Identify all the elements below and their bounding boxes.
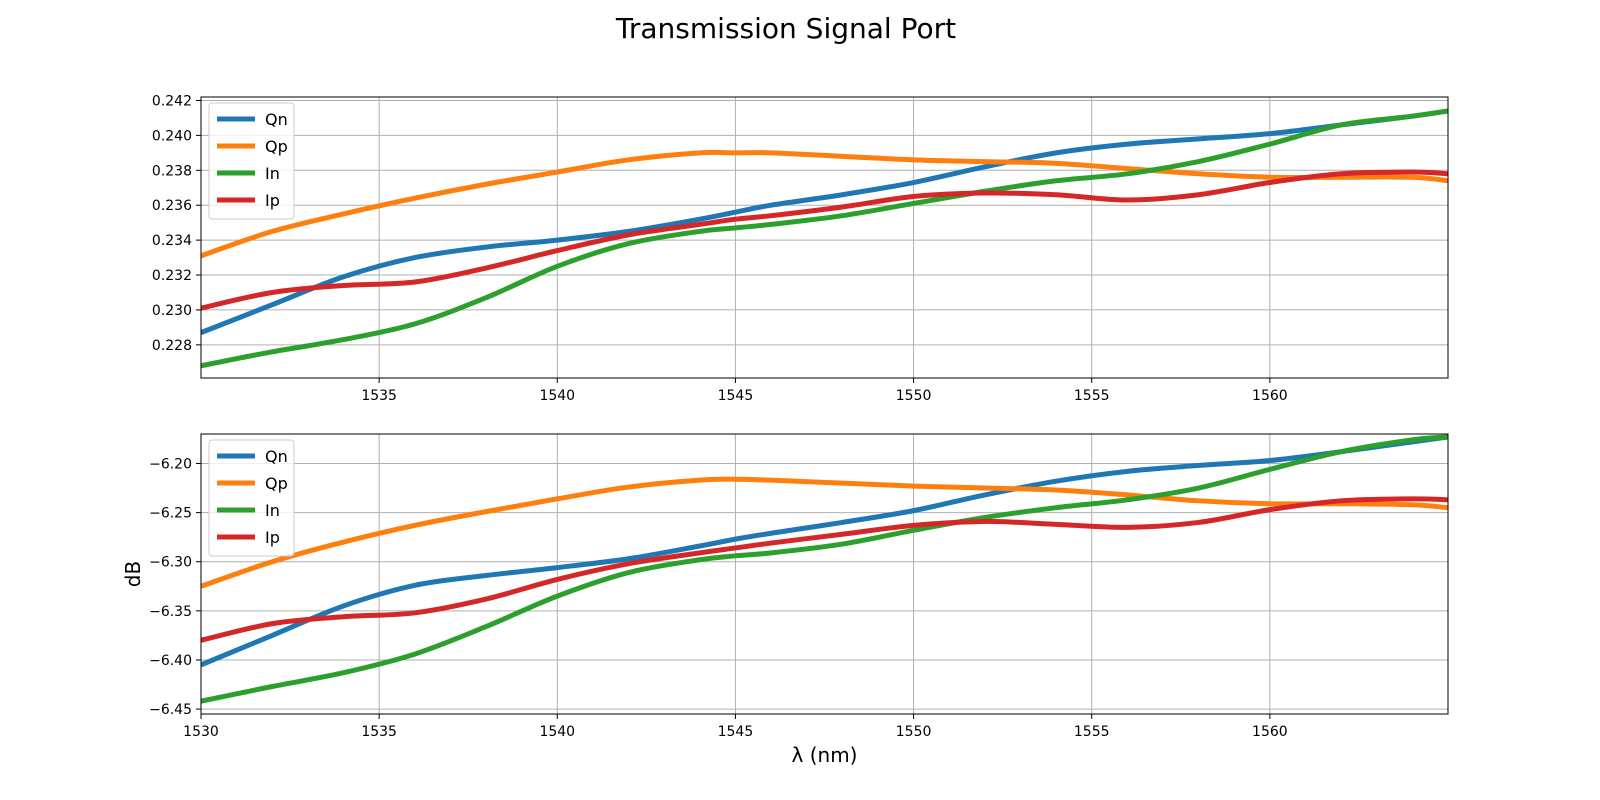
y-tick-label: 0.242: [152, 93, 192, 109]
legend-label: In: [265, 164, 280, 183]
legend-label: Ip: [265, 528, 280, 547]
x-tick-label: 1540: [539, 724, 575, 740]
y-tick-label: 0.230: [152, 303, 192, 319]
series-line-qn: [201, 108, 1448, 335]
y-tick-label: 0.234: [152, 233, 192, 249]
y-axis-label: dB: [121, 561, 145, 587]
x-tick-label: 1560: [1252, 388, 1288, 404]
series-line-qp: [201, 149, 1448, 259]
y-tick-label: −6.20: [149, 456, 192, 472]
plot-frame: [200, 433, 1449, 715]
plot-frame: [200, 96, 1449, 379]
x-tick-label: 1535: [361, 724, 397, 740]
x-tick-label: 1555: [1074, 724, 1110, 740]
top-panel: 1535 1540 1545 1550 1555 1560 0.228 0.230 0.232 0…: [152, 93, 1449, 404]
y-tick-label: −6.30: [149, 555, 192, 571]
y-tick-label: 0.238: [152, 163, 192, 179]
x-axis-label: λ (nm): [792, 743, 858, 767]
series-line-qn: [201, 434, 1448, 668]
legend-box: [208, 102, 295, 220]
x-tick-label: 1530: [183, 724, 219, 740]
y-tick-label: 0.240: [152, 128, 192, 144]
x-tick-label: 1545: [718, 388, 754, 404]
legend-label: Qp: [265, 137, 288, 156]
y-tick-label: 0.236: [152, 198, 192, 214]
series-line-in: [201, 434, 1448, 704]
y-tick-label: −6.45: [149, 702, 192, 718]
series-line-ip: [201, 169, 1448, 311]
legend-label: Qn: [265, 110, 288, 129]
series-line-in: [201, 108, 1448, 369]
series-line-qp: [201, 476, 1448, 589]
legend: Qn Qp In Ip: [208, 102, 295, 220]
bottom-panel: 1530 1535 1540 1545 1550 1555 1560 −6.45 −6.40 −6…: [121, 433, 1449, 767]
legend: Qn Qp In Ip: [208, 439, 295, 557]
y-tick-label: −6.40: [149, 653, 192, 669]
x-tick-label: 1555: [1074, 388, 1110, 404]
y-tick-label: 0.232: [152, 268, 192, 284]
x-tick-label: 1550: [896, 388, 932, 404]
y-tick-label: −6.35: [149, 604, 192, 620]
x-tick-label: 1535: [361, 388, 397, 404]
x-tick-label: 1545: [718, 724, 754, 740]
legend-box: [208, 439, 295, 557]
series-line-ip: [201, 496, 1448, 643]
x-tick-label: 1560: [1252, 724, 1288, 740]
x-tick-label: 1550: [896, 724, 932, 740]
legend-label: Qn: [265, 447, 288, 466]
x-tick-label: 1540: [539, 388, 575, 404]
y-tick-label: 0.228: [152, 338, 192, 354]
legend-label: Qp: [265, 474, 288, 493]
legend-label: In: [265, 501, 280, 520]
legend-label: Ip: [265, 191, 280, 210]
figure-title: Transmission Signal Port: [615, 12, 956, 45]
y-tick-label: −6.25: [149, 506, 192, 522]
